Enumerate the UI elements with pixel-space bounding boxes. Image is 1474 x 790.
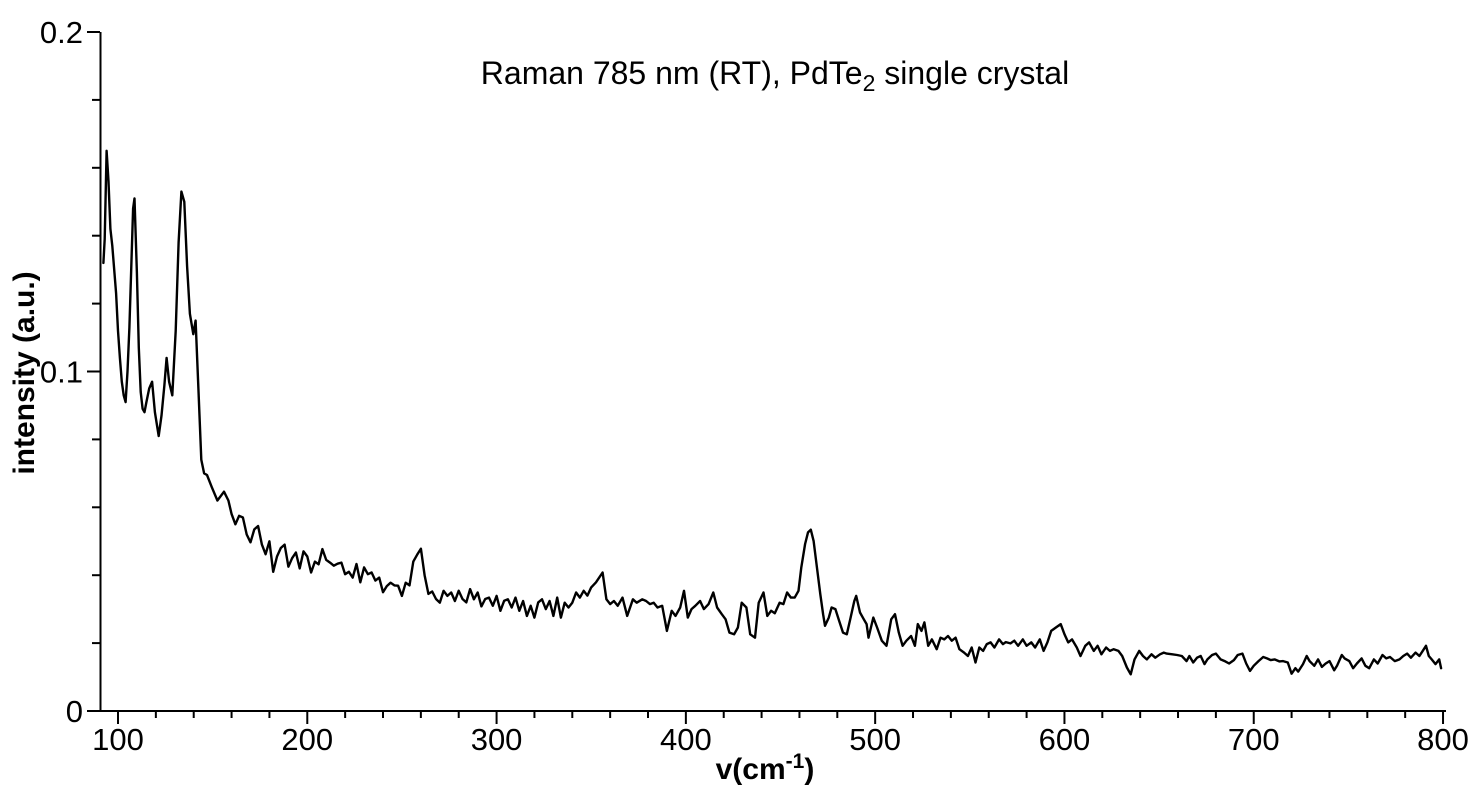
x-tick-label: 200 [281,722,333,757]
y-tick-label: 0 [66,694,83,729]
x-tick-label: 700 [1228,722,1280,757]
y-axis-tick-labels: 0 0.1 0.2 [40,15,83,729]
x-tick-label: 500 [849,722,901,757]
y-axis-label: intensity (a.u.) [8,271,41,474]
y-tick-label: 0.1 [40,355,83,390]
x-axis-tick-labels: 100 200 300 400 500 600 700 800 [92,722,1469,757]
x-tick-label: 100 [92,722,144,757]
chart-title: Raman 785 nm (RT), PdTe2 single crystal [481,55,1069,96]
spectrum-line [102,149,1443,676]
xlabel-superscript: -1 [786,750,805,773]
x-tick-label: 300 [471,722,523,757]
y-tick-label: 0.2 [40,15,83,50]
x-tick-label: 400 [660,722,712,757]
x-tick-label: 600 [1039,722,1091,757]
y-axis-ticks [87,31,100,712]
x-axis-ticks [117,711,1445,724]
title-subscript: 2 [863,70,876,96]
x-tick-label: 800 [1417,722,1469,757]
x-axis-label: v(cm-1) [716,750,815,786]
